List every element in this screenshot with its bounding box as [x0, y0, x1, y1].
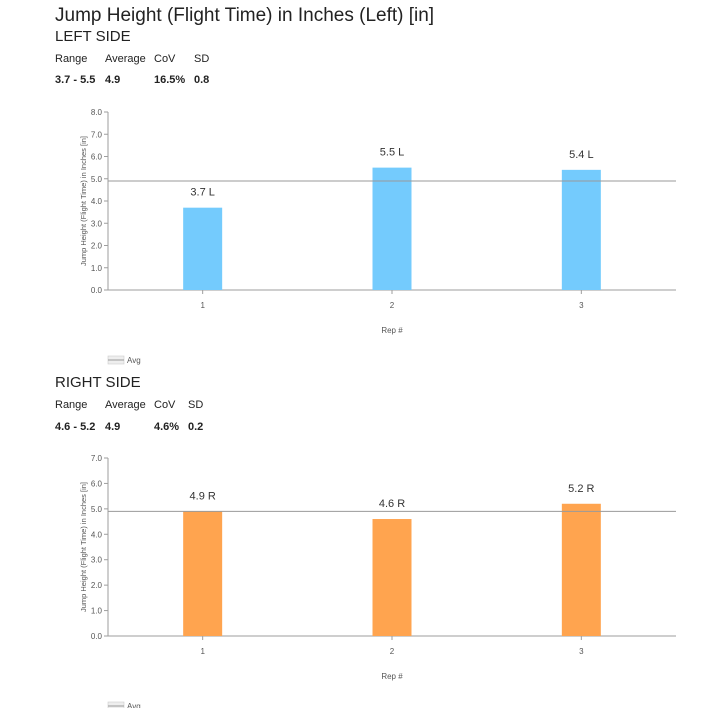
y-axis-title: Jump Height (Flight Time) in Inches [in]	[79, 136, 88, 266]
bar-data-label: 5.4 L	[569, 149, 593, 161]
x-tick-label: 2	[390, 647, 395, 656]
y-tick-label: 7.0	[91, 454, 103, 463]
bar	[372, 519, 412, 636]
bar	[372, 167, 412, 290]
x-tick-label: 2	[390, 301, 395, 310]
left-side-heading: LEFT SIDE	[55, 28, 131, 45]
x-tick-label: 1	[200, 301, 205, 310]
right-side-heading: RIGHT SIDE	[55, 374, 141, 391]
y-tick-label: 8.0	[91, 108, 103, 117]
bar	[183, 207, 223, 290]
y-tick-label: 1.0	[91, 264, 103, 273]
left-range-value: 3.7 - 5.5	[55, 74, 96, 86]
right-sd-value: 0.2	[188, 421, 204, 433]
x-tick-label: 3	[579, 301, 584, 310]
bar	[561, 503, 601, 636]
left-cov-value: 16.5%	[154, 74, 186, 86]
left-range-header: Range	[55, 53, 88, 65]
y-tick-label: 3.0	[91, 219, 103, 228]
x-tick-label: 3	[579, 647, 584, 656]
right-cov-value: 4.6%	[154, 421, 180, 433]
bar-data-label: 5.2 R	[568, 483, 594, 495]
y-tick-label: 6.0	[91, 479, 103, 488]
bar-data-label: 5.5 L	[380, 147, 404, 159]
y-axis-title: Jump Height (Flight Time) in Inches [in]	[79, 482, 88, 612]
bar	[183, 511, 223, 636]
right-range-header: Range	[55, 399, 88, 411]
left-cov-header: CoV	[154, 53, 176, 65]
bar	[561, 169, 601, 290]
bar-data-label: 4.6 R	[379, 498, 405, 510]
left-average-header: Average	[105, 53, 146, 65]
x-axis-title: Rep #	[381, 672, 403, 681]
right-average-value: 4.9	[105, 421, 121, 433]
y-tick-label: 5.0	[91, 505, 103, 514]
bar-data-label: 3.7 L	[190, 187, 214, 199]
y-tick-label: 7.0	[91, 130, 103, 139]
x-tick-label: 1	[200, 647, 205, 656]
right-chart: 0.0 1.0 2.0 3.0 4.0 5.0 6.0 7.0 4.9 R 1 4.6 R 2 5.2 …	[79, 454, 676, 708]
right-cov-header: CoV	[154, 399, 176, 411]
y-tick-label: 4.0	[91, 197, 103, 206]
x-axis-title: Rep #	[381, 326, 403, 335]
legend-swatch	[107, 701, 125, 708]
y-tick-label: 5.0	[91, 175, 103, 184]
y-tick-label: 6.0	[91, 153, 103, 162]
y-tick-label: 2.0	[91, 242, 103, 251]
y-tick-label: 0.0	[91, 632, 103, 641]
y-tick-label: 4.0	[91, 530, 103, 539]
left-chart: 0.0 1.0 2.0 3.0 4.0 5.0 6.0 7.0 8.0 3.7 L 1 5.5 L 2 5…	[79, 108, 676, 365]
right-range-value: 4.6 - 5.2	[55, 421, 96, 433]
page-title: Jump Height (Flight Time) in Inches (Lef…	[55, 5, 435, 26]
left-sd-value: 0.8	[194, 74, 210, 86]
legend-label: Avg	[127, 702, 141, 708]
legend-label: Avg	[127, 356, 141, 365]
left-average-value: 4.9	[105, 74, 121, 86]
y-tick-label: 0.0	[91, 286, 103, 295]
right-sd-header: SD	[188, 399, 204, 411]
y-tick-label: 3.0	[91, 556, 103, 565]
y-tick-label: 1.0	[91, 607, 103, 616]
left-sd-header: SD	[194, 53, 210, 65]
bar-data-label: 4.9 R	[190, 490, 216, 502]
right-average-header: Average	[105, 399, 146, 411]
y-tick-label: 2.0	[91, 581, 103, 590]
